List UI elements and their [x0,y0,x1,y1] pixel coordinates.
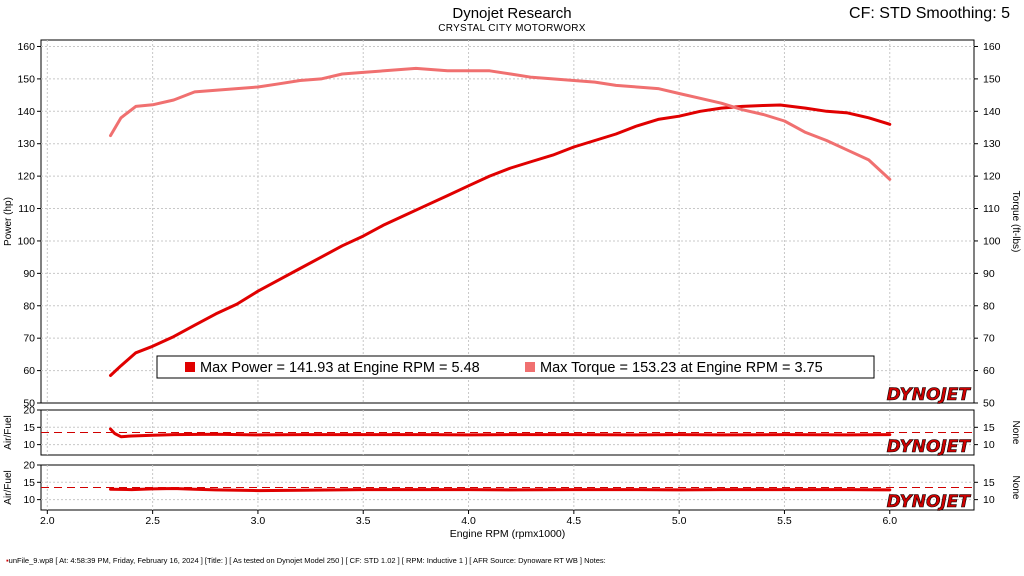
y2tick-label-0-6: 110 [983,203,1000,215]
xtick-label-4: 4.0 [461,515,476,527]
ytick-label-0-6: 110 [18,203,35,215]
series-line-torque-0 [109,66,892,181]
xlabel: Engine RPM (rpmx1000) [450,528,566,540]
ytick-label-2-2: 20 [23,460,35,472]
ytick-label-1-2: 20 [23,405,35,417]
ytick-label-0-2: 70 [23,333,35,345]
chart-subtitle: CRYSTAL CITY MOTORWORX [438,23,586,34]
correction-factor-info: CF: STD Smoothing: 5 [849,5,1010,22]
xtick-label-6: 5.0 [672,515,687,527]
dynojet-logo-0: DYNOJET [887,385,972,405]
ytick-label-0-0: 50 [23,398,35,410]
run-marker-icon: ▪ [6,556,9,565]
y2tick-label-2-0: 10 [983,494,995,506]
xtick-label-0: 2.0 [40,515,55,527]
series-line-airfuel-2 [109,487,892,493]
y2tick-label-1-0: 10 [983,439,995,451]
y2tick-label-0-0: 50 [983,398,995,410]
y2label-0: Torque (ft-lbs) [1010,191,1021,253]
y2tick-label-0-7: 120 [983,171,1001,183]
plot-area-frame-1 [40,409,975,456]
ytick-label-0-5: 100 [17,235,35,247]
ylabel-0: Power (hp) [3,197,14,246]
series-line-airfuel-1 [109,427,892,439]
legend-label-torque: Max Torque = 153.23 at Engine RPM = 3.75 [540,360,823,376]
y2tick-label-2-1: 15 [983,477,995,489]
chart-title: Dynojet Research [452,5,572,22]
y2tick-label-0-10: 150 [983,73,1001,85]
ytick-label-0-4: 90 [23,268,35,280]
series-line-power-0 [109,103,892,377]
ytick-label-1-0: 10 [23,439,35,451]
xtick-label-2: 3.0 [251,515,266,527]
legend-label-power: Max Power = 141.93 at Engine RPM = 5.48 [200,360,480,376]
y2tick-label-0-9: 140 [983,106,1001,118]
xtick-label-7: 5.5 [777,515,792,527]
run-info-footer: ▪unFile_9.wp8 [ At: 4:58:39 PM, Friday, … [6,556,606,565]
ytick-label-2-0: 10 [23,494,35,506]
ylabel-1: Air/Fuel [3,415,14,449]
dynojet-logo-2: DYNOJET [887,492,972,512]
ytick-label-0-9: 140 [17,106,35,118]
legend-swatch-power [185,362,195,372]
ytick-label-0-3: 80 [23,300,35,312]
y2tick-label-0-5: 100 [983,235,1001,247]
plot-area-frame-0 [40,39,975,404]
ytick-label-0-10: 150 [17,73,35,85]
y2label-2: None [1010,476,1021,500]
plot-area-frame-2 [40,464,975,511]
dynojet-logo-1: DYNOJET [887,437,972,457]
ytick-label-0-7: 120 [17,171,35,183]
ytick-label-0-8: 130 [17,138,35,150]
ylabel-2: Air/Fuel [3,470,14,504]
legend-box [156,355,875,379]
y2tick-label-0-1: 60 [983,365,995,377]
legend-swatch-torque [525,362,535,372]
ytick-label-0-11: 160 [17,41,35,53]
y2tick-label-1-1: 15 [983,422,995,434]
y2label-1: None [1010,421,1021,445]
xtick-label-5: 4.5 [567,515,582,527]
ytick-label-1-1: 15 [23,422,35,434]
y2tick-label-0-11: 160 [983,41,1001,53]
y2tick-label-0-4: 90 [983,268,995,280]
run-info-text: unFile_9.wp8 [ At: 4:58:39 PM, Friday, F… [8,556,606,565]
xtick-label-8: 6.0 [882,515,897,527]
xtick-label-3: 3.5 [356,515,371,527]
dyno-chart: 50 60 70 80 90 100 110 120 130 140 150 160 50 60 70 80 9… [3,39,1021,540]
y2tick-label-0-8: 130 [983,138,1001,150]
y2tick-label-0-3: 80 [983,300,995,312]
y2tick-label-0-2: 70 [983,333,995,345]
ytick-label-2-1: 15 [23,477,35,489]
xtick-label-1: 2.5 [145,515,160,527]
ytick-label-0-1: 60 [23,365,35,377]
